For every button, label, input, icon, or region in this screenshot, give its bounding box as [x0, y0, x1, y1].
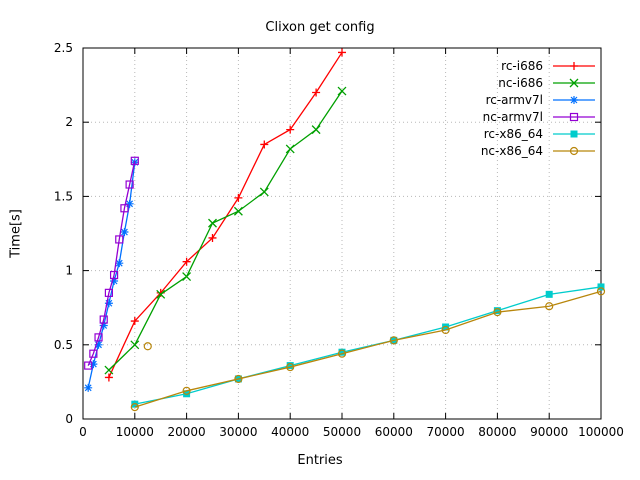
- x-tick-label: 60000: [375, 425, 413, 439]
- y-tick-label: 1.5: [54, 189, 73, 203]
- marker-plus: [234, 193, 243, 202]
- marker-circle-open: [389, 336, 398, 345]
- y-tick-label: 2.5: [54, 41, 73, 55]
- x-tick-label: 40000: [271, 425, 309, 439]
- marker-square-filled: [493, 307, 501, 315]
- marker-cross: [104, 365, 114, 375]
- marker-circle-open: [143, 342, 152, 351]
- marker-cross: [337, 86, 347, 96]
- marker-square-open: [125, 180, 134, 189]
- x-tick-label: 80000: [478, 425, 516, 439]
- marker-asterisk: [84, 383, 93, 392]
- marker-square-filled: [545, 290, 553, 298]
- y-tick-label: 0.5: [54, 338, 73, 352]
- x-axis-label: Entries: [297, 453, 343, 468]
- marker-asterisk: [570, 96, 578, 104]
- marker-plus: [260, 140, 269, 149]
- marker-circle-open: [337, 349, 347, 358]
- marker-plus: [312, 88, 321, 97]
- legend-label: nc-i686: [498, 76, 543, 90]
- marker-square-open: [120, 204, 129, 213]
- series-line-nc-i686: [108, 90, 343, 371]
- marker-cross: [233, 206, 243, 216]
- series-line-rc-armv7l: [87, 162, 136, 388]
- marker-square-filled: [338, 348, 346, 356]
- x-tick-label: 90000: [530, 425, 568, 439]
- marker-square-open: [89, 349, 98, 358]
- y-tick-label: 2: [65, 115, 73, 129]
- series-line-nc-armv7l: [87, 160, 136, 366]
- legend-label: rc-x86_64: [484, 127, 543, 141]
- marker-plus: [208, 233, 217, 242]
- x-tick-label: 70000: [427, 425, 465, 439]
- y-tick-label: 1: [65, 264, 73, 278]
- marker-plus: [338, 48, 346, 57]
- marker-circle-open: [441, 325, 450, 335]
- marker-asterisk: [94, 340, 103, 349]
- marker-square-open: [84, 361, 93, 370]
- x-tick-label: 20000: [168, 425, 206, 439]
- marker-asterisk: [115, 259, 124, 268]
- marker-circle-open: [493, 308, 502, 317]
- marker-square-open: [115, 235, 124, 244]
- marker-asterisk: [99, 321, 108, 330]
- marker-cross: [130, 340, 140, 350]
- marker-plus: [286, 125, 295, 134]
- marker-plus: [570, 62, 578, 70]
- marker-square-open: [104, 288, 114, 297]
- series-line-rc-i686: [108, 52, 343, 378]
- marker-square-open: [130, 156, 139, 165]
- marker-square-filled: [286, 362, 294, 370]
- x-tick-label: 0: [79, 425, 87, 439]
- legend-label: rc-i686: [501, 59, 543, 73]
- marker-cross: [569, 78, 579, 88]
- marker-circle-open: [569, 146, 579, 156]
- legend-label: nc-x86_64: [481, 144, 543, 158]
- series-line-rc-x86_64: [134, 286, 602, 405]
- marker-circle-open: [286, 362, 295, 372]
- y-tick-label: 0: [65, 412, 73, 426]
- marker-cross: [259, 187, 269, 197]
- marker-asterisk: [89, 360, 98, 369]
- marker-square-open: [94, 333, 103, 342]
- marker-square-open: [99, 315, 108, 324]
- marker-square-filled: [570, 130, 578, 138]
- marker-cross: [156, 289, 166, 299]
- x-tick-label: 100000: [578, 425, 624, 439]
- marker-plus: [182, 257, 191, 266]
- marker-plus: [130, 317, 139, 326]
- marker-circle-open: [130, 403, 139, 412]
- marker-square-open: [569, 112, 579, 122]
- legend-label: rc-armv7l: [486, 93, 543, 107]
- x-tick-label: 50000: [323, 425, 361, 439]
- marker-cross: [311, 125, 321, 135]
- marker-asterisk: [110, 276, 119, 285]
- marker-asterisk: [120, 228, 129, 237]
- marker-circle-open: [234, 374, 243, 384]
- series-line-nc-x86_64: [134, 290, 602, 408]
- x-tick-label: 10000: [116, 425, 154, 439]
- chart-title: Clixon get config: [265, 20, 375, 35]
- marker-circle-open: [596, 287, 606, 296]
- marker-plus: [104, 373, 113, 382]
- marker-asterisk: [104, 299, 113, 308]
- marker-square-filled: [597, 283, 605, 291]
- marker-circle-open: [545, 302, 554, 311]
- x-tick-label: 30000: [219, 425, 257, 439]
- marker-cross: [285, 144, 295, 154]
- marker-square-open: [109, 270, 119, 280]
- marker-cross: [208, 218, 217, 228]
- legend-label: nc-armv7l: [483, 110, 543, 124]
- marker-cross: [182, 272, 192, 281]
- marker-circle-open: [182, 386, 191, 395]
- marker-asterisk: [125, 199, 134, 208]
